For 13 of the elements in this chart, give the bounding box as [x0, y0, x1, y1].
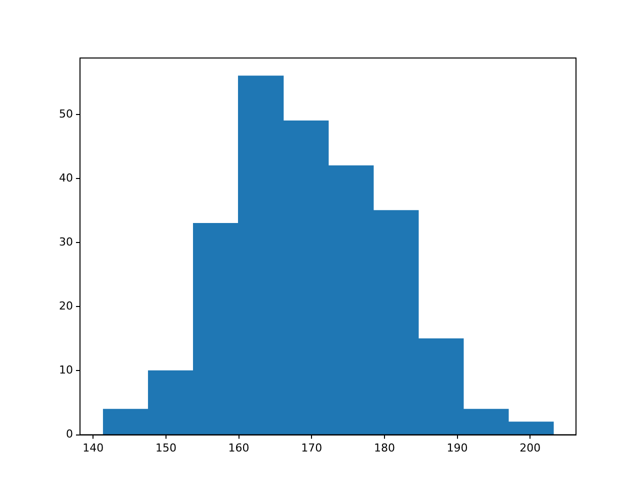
- y-tick-label: 10: [58, 364, 73, 377]
- y-tick-label: 20: [58, 299, 73, 312]
- x-tick-label: 180: [374, 441, 395, 454]
- x-tick-label: 190: [446, 441, 468, 454]
- x-tick-label: 200: [520, 441, 541, 454]
- y-tick-label: 50: [58, 107, 73, 120]
- y-tick-label: 30: [58, 235, 73, 248]
- x-tick-label: 140: [82, 441, 104, 454]
- x-tick-label: 160: [228, 441, 250, 454]
- y-tick-label: 0: [66, 428, 73, 441]
- x-tick-label: 170: [301, 441, 322, 454]
- y-tick-label: 40: [58, 171, 73, 184]
- x-tick-label: 150: [155, 441, 176, 454]
